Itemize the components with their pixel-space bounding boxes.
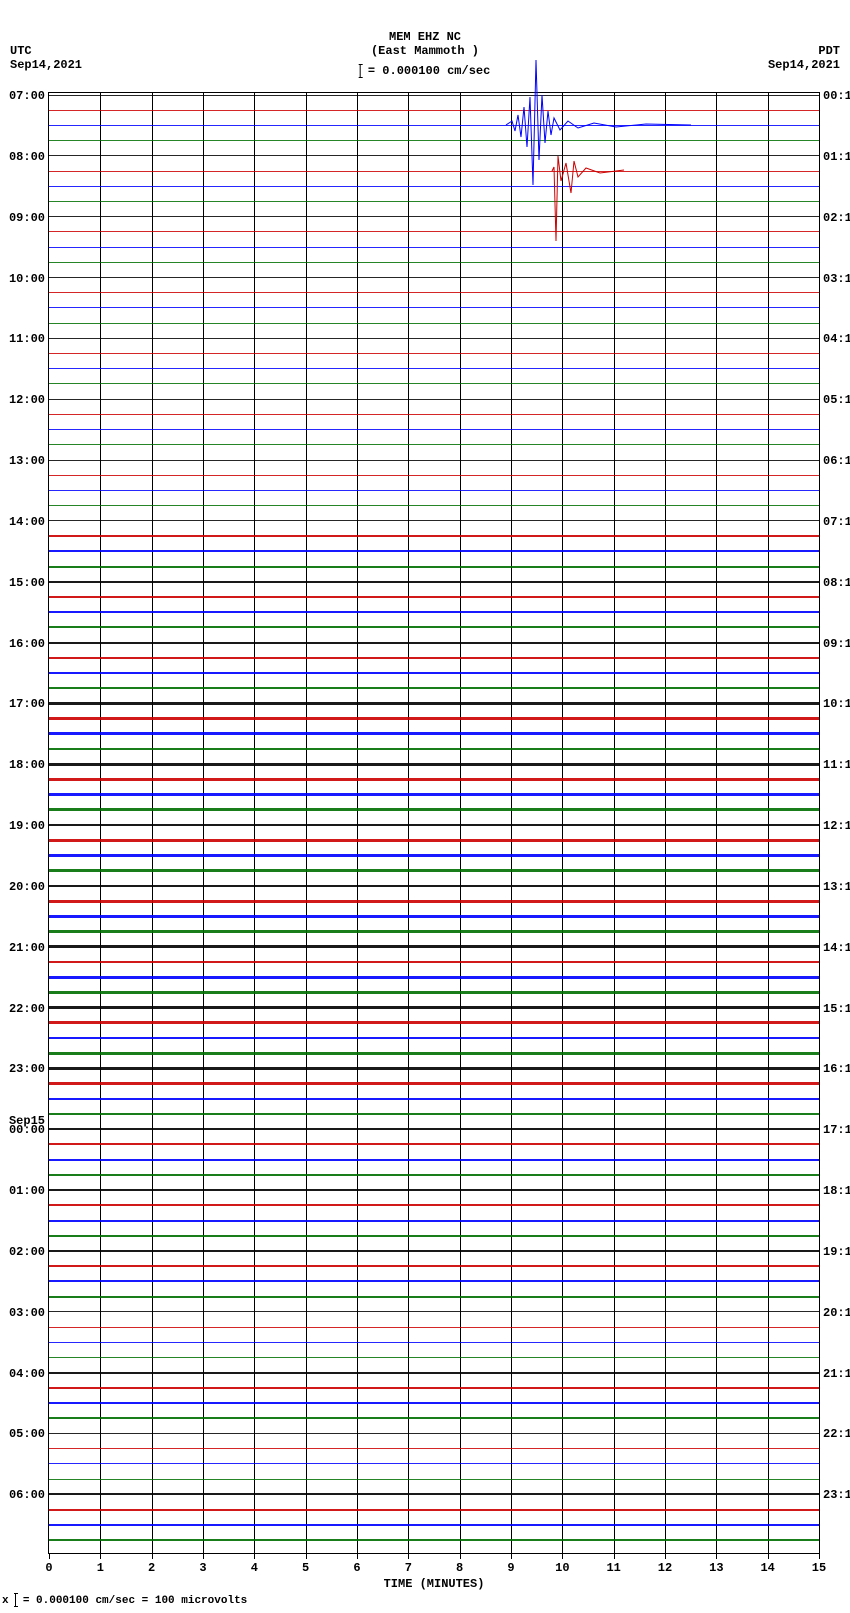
x-tick bbox=[511, 1553, 512, 1559]
header-scale: = 0.000100 cm/sec bbox=[360, 64, 491, 78]
y-label-right: 07:15 bbox=[823, 516, 850, 528]
seismic-event bbox=[552, 171, 624, 172]
x-tick bbox=[562, 1553, 563, 1559]
x-tick-label: 12 bbox=[658, 1561, 672, 1575]
x-tick bbox=[408, 1553, 409, 1559]
y-label-right: 05:15 bbox=[823, 394, 850, 406]
station-code: MEM EHZ NC bbox=[389, 30, 461, 44]
y-label-right: 06:15 bbox=[823, 455, 850, 467]
right-timezone: PDT bbox=[818, 44, 840, 58]
y-label-right: 00:15 bbox=[823, 90, 850, 102]
seismic-event bbox=[506, 125, 691, 126]
y-label-left: 15:00 bbox=[9, 577, 45, 589]
x-tick bbox=[665, 1553, 666, 1559]
seismogram-page: MEM EHZ NC (East Mammoth ) = 0.000100 cm… bbox=[0, 0, 850, 1613]
x-tick-label: 3 bbox=[199, 1561, 206, 1575]
x-tick bbox=[460, 1553, 461, 1559]
x-tick-label: 9 bbox=[507, 1561, 514, 1575]
y-label-right: 02:15 bbox=[823, 212, 850, 224]
x-tick bbox=[614, 1553, 615, 1559]
y-label-right: 17:15 bbox=[823, 1124, 850, 1136]
x-tick bbox=[716, 1553, 717, 1559]
x-tick-label: 11 bbox=[606, 1561, 620, 1575]
y-label-right: 09:15 bbox=[823, 638, 850, 650]
footer-scale-text: = 0.000100 cm/sec = 100 microvolts bbox=[23, 1595, 247, 1607]
y-label-left: 23:00 bbox=[9, 1063, 45, 1075]
y-label-left: 02:00 bbox=[9, 1246, 45, 1258]
left-date: Sep14,2021 bbox=[10, 58, 82, 72]
y-label-left: 03:00 bbox=[9, 1307, 45, 1319]
y-label-right: 14:15 bbox=[823, 942, 850, 954]
y-label-left: 13:00 bbox=[9, 455, 45, 467]
x-tick bbox=[100, 1553, 101, 1559]
x-tick bbox=[306, 1553, 307, 1559]
y-label-left: 17:00 bbox=[9, 698, 45, 710]
y-label-left: 06:00 bbox=[9, 1489, 45, 1501]
x-tick-label: 5 bbox=[302, 1561, 309, 1575]
y-label-left: 05:00 bbox=[9, 1428, 45, 1440]
x-tick bbox=[768, 1553, 769, 1559]
y-label-left: 20:00 bbox=[9, 881, 45, 893]
y-label-left: 11:00 bbox=[9, 333, 45, 345]
x-tick-label: 15 bbox=[812, 1561, 826, 1575]
y-label-left: 12:00 bbox=[9, 394, 45, 406]
x-tick-label: 14 bbox=[760, 1561, 774, 1575]
header-scale-text: = 0.000100 cm/sec bbox=[368, 64, 490, 78]
x-tick-label: 4 bbox=[251, 1561, 258, 1575]
x-tick-label: 2 bbox=[148, 1561, 155, 1575]
y-label-right: 15:15 bbox=[823, 1003, 850, 1015]
x-axis-title: TIME (MINUTES) bbox=[384, 1577, 485, 1591]
y-label-right: 13:15 bbox=[823, 881, 850, 893]
y-label-right: 21:15 bbox=[823, 1368, 850, 1380]
scale-bar-icon bbox=[15, 1593, 16, 1607]
y-label-left: 14:00 bbox=[9, 516, 45, 528]
y-label-left: 09:00 bbox=[9, 212, 45, 224]
right-date: Sep14,2021 bbox=[768, 58, 840, 72]
y-label-left: 22:00 bbox=[9, 1003, 45, 1015]
y-label-right: 08:15 bbox=[823, 577, 850, 589]
y-label-left: 10:00 bbox=[9, 273, 45, 285]
y-label-right: 20:15 bbox=[823, 1307, 850, 1319]
y-label-left: 04:00 bbox=[9, 1368, 45, 1380]
y-label-right: 03:15 bbox=[823, 273, 850, 285]
y-label-left: 16:00 bbox=[9, 638, 45, 650]
y-label-right: 10:15 bbox=[823, 698, 850, 710]
x-tick-label: 8 bbox=[456, 1561, 463, 1575]
x-tick bbox=[152, 1553, 153, 1559]
y-label-left: 08:00 bbox=[9, 151, 45, 163]
y-label-left: 00:00 bbox=[9, 1124, 45, 1136]
x-tick bbox=[254, 1553, 255, 1559]
y-label-right: 18:15 bbox=[823, 1185, 850, 1197]
x-tick-label: 13 bbox=[709, 1561, 723, 1575]
y-label-right: 11:15 bbox=[823, 759, 850, 771]
x-tick bbox=[203, 1553, 204, 1559]
y-label-left: 19:00 bbox=[9, 820, 45, 832]
y-label-right: 23:15 bbox=[823, 1489, 850, 1501]
y-label-right: 01:15 bbox=[823, 151, 850, 163]
x-tick-label: 6 bbox=[353, 1561, 360, 1575]
y-label-left: 01:00 bbox=[9, 1185, 45, 1197]
y-label-right: 12:15 bbox=[823, 820, 850, 832]
footer-prefix: x bbox=[2, 1595, 9, 1607]
y-label-right: 16:15 bbox=[823, 1063, 850, 1075]
x-tick-label: 0 bbox=[45, 1561, 52, 1575]
left-timezone: UTC bbox=[10, 44, 32, 58]
scale-bar-icon bbox=[360, 64, 361, 78]
y-label-right: 04:15 bbox=[823, 333, 850, 345]
y-label-left: 18:00 bbox=[9, 759, 45, 771]
y-label-left: 21:00 bbox=[9, 942, 45, 954]
x-tick bbox=[357, 1553, 358, 1559]
x-tick bbox=[49, 1553, 50, 1559]
footer-scale: x = 0.000100 cm/sec = 100 microvolts bbox=[2, 1593, 247, 1607]
y-label-right: 22:15 bbox=[823, 1428, 850, 1440]
x-tick-label: 10 bbox=[555, 1561, 569, 1575]
x-tick-label: 1 bbox=[97, 1561, 104, 1575]
station-name: (East Mammoth ) bbox=[371, 44, 479, 58]
seismogram-plot: TIME (MINUTES) 012345678910111213141507:… bbox=[48, 92, 820, 1554]
x-tick bbox=[819, 1553, 820, 1559]
y-label-right: 19:15 bbox=[823, 1246, 850, 1258]
x-tick-label: 7 bbox=[405, 1561, 412, 1575]
y-label-left: 07:00 bbox=[9, 90, 45, 102]
